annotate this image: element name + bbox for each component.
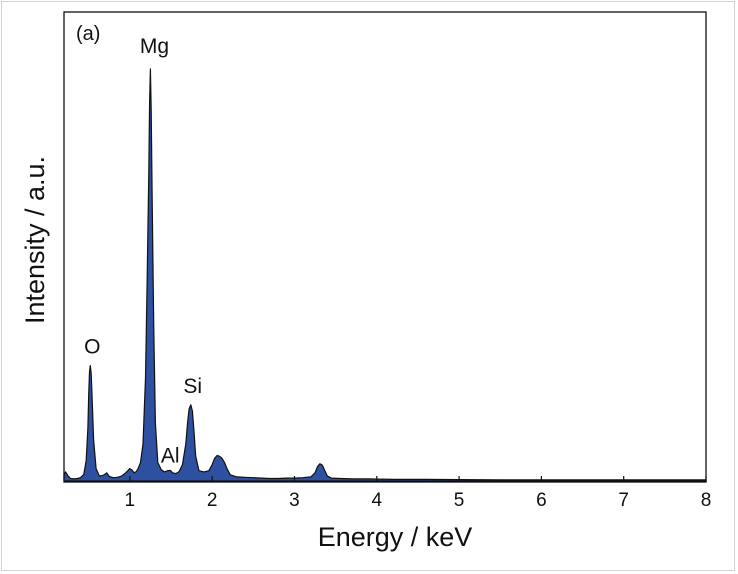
spectrum-layer — [63, 68, 707, 482]
peak-label-o: O — [84, 336, 100, 359]
x-tick-label: 3 — [289, 490, 300, 511]
x-tick-label: 1 — [125, 490, 136, 511]
peak-label-al: Al — [161, 445, 180, 468]
x-tick-label: 7 — [618, 490, 629, 511]
x-tick-label: 4 — [371, 490, 382, 511]
peak-label-mg: Mg — [140, 35, 169, 58]
peak-label-si: Si — [183, 375, 202, 398]
x-tick-label: 6 — [536, 490, 547, 511]
x-axis-ticks: 1 2 3 4 5 6 7 8 — [125, 476, 712, 511]
x-axis-title: Energy / keV — [318, 522, 473, 552]
x-tick-label: 2 — [207, 490, 218, 511]
x-tick-label: 5 — [454, 490, 465, 511]
panel-label: (a) — [76, 23, 100, 45]
plot-frame — [63, 11, 707, 483]
spectrum-area — [63, 68, 707, 482]
peak-labels: O Mg Al Si — [84, 35, 202, 468]
x-tick-label: 8 — [701, 490, 712, 511]
y-axis-title: Intensity / a.u. — [20, 156, 50, 324]
